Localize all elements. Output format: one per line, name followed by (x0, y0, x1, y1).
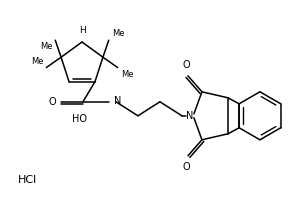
Text: HCl: HCl (18, 175, 37, 185)
Text: N: N (186, 111, 194, 121)
Text: Me: Me (31, 57, 44, 66)
Text: O: O (182, 60, 190, 70)
Text: Me: Me (112, 29, 124, 38)
Text: Me: Me (40, 42, 52, 51)
Text: HO: HO (72, 114, 87, 124)
Text: Me: Me (121, 69, 133, 79)
Text: O: O (182, 162, 190, 172)
Text: H: H (80, 26, 86, 35)
Text: O: O (48, 97, 56, 107)
Text: N: N (114, 96, 121, 106)
